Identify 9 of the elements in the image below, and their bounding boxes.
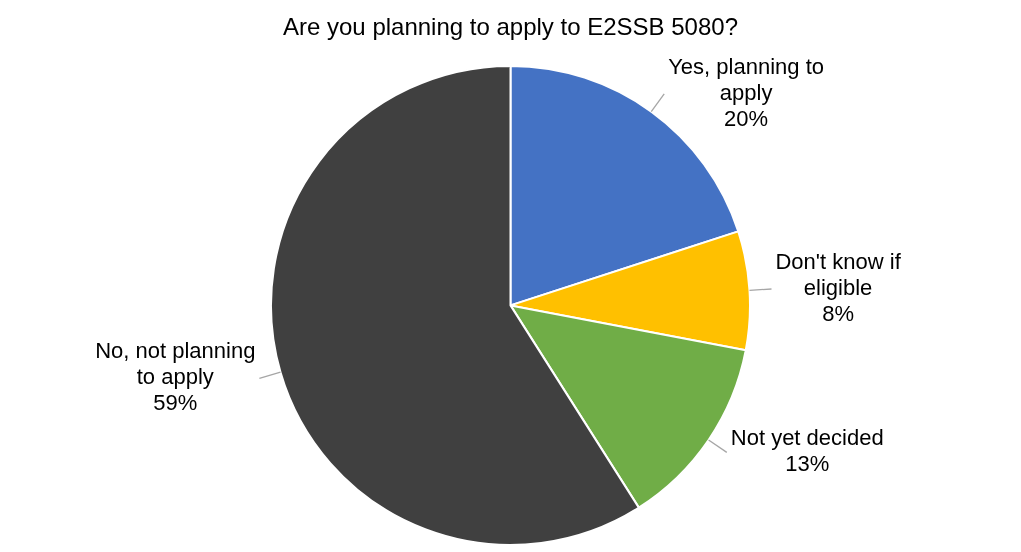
- slice-label: Don't know if eligible: [775, 249, 902, 301]
- slice-label: No, not planning to apply: [95, 338, 256, 390]
- data-label: 13%: [785, 451, 830, 477]
- data-label: 59%: [153, 390, 198, 416]
- slice-label: Yes, planning to apply: [668, 53, 824, 105]
- data-label: 20%: [724, 105, 769, 131]
- chart-title: Are you planning to apply to E2SSB 5080?: [283, 13, 738, 41]
- data-label: 8%: [822, 301, 855, 327]
- slice-label: Not yet decided: [730, 425, 884, 451]
